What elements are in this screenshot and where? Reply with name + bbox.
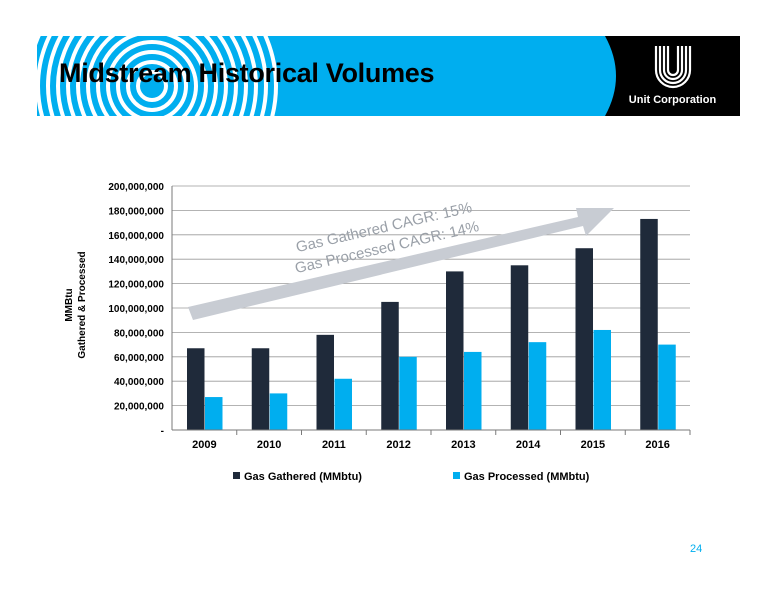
bars xyxy=(187,218,676,430)
x-tick-label: 2012 xyxy=(386,439,410,451)
bar-gas-processed-2016 xyxy=(658,344,676,430)
legend-swatch-gas-gathered xyxy=(233,472,240,479)
bar-gas-gathered-2013 xyxy=(446,271,464,430)
y-tick-label: 180,000,000 xyxy=(108,206,164,217)
axes: - 20,000,000 40,000,000 60,000,000 80,000,00… xyxy=(108,182,691,451)
y-tick-label: 40,000,000 xyxy=(114,377,164,388)
y-tick-label: - xyxy=(161,426,164,437)
banner-arcs-decoration xyxy=(37,36,278,116)
bar-gas-gathered-2012 xyxy=(381,301,399,430)
legend-label-gas-gathered: Gas Gathered (MMbtu) xyxy=(244,471,362,483)
title-banner: Midstream Historical Volumes Unit Corpor… xyxy=(37,36,740,116)
bar-gas-processed-2015 xyxy=(593,329,611,430)
x-tick-label: 2009 xyxy=(192,439,216,451)
y-axis-title-line-1: MMBtu xyxy=(64,288,75,321)
page-number: 24 xyxy=(690,543,703,555)
bar-gas-processed-2013 xyxy=(464,351,482,430)
bar-gas-gathered-2010 xyxy=(251,348,270,430)
y-tick-label: 140,000,000 xyxy=(108,255,164,266)
bar-gas-processed-2012 xyxy=(399,356,417,430)
y-tick-label: 60,000,000 xyxy=(114,353,164,364)
bar-gas-processed-2011 xyxy=(334,378,352,430)
logo-text: Unit Corporation xyxy=(628,94,717,106)
y-tick-label: 200,000,000 xyxy=(108,182,164,193)
x-tick-label: 2011 xyxy=(322,439,346,451)
legend-label-gas-processed: Gas Processed (MMbtu) xyxy=(464,471,590,483)
x-tick-label: 2015 xyxy=(581,439,605,451)
growth-arrow xyxy=(188,208,614,320)
slide-title: Midstream Historical Volumes xyxy=(59,58,435,88)
bar-gas-gathered-2014 xyxy=(510,265,529,430)
bar-gas-processed-2010 xyxy=(269,393,288,430)
y-tick-label: 20,000,000 xyxy=(114,402,164,413)
y-tick-label: 120,000,000 xyxy=(108,280,164,291)
company-logo: Unit Corporation xyxy=(605,36,740,116)
bar-gas-gathered-2011 xyxy=(316,334,334,430)
y-tick-label: 80,000,000 xyxy=(114,328,164,339)
bar-gas-gathered-2015 xyxy=(575,248,593,430)
bar-gas-gathered-2009 xyxy=(187,348,205,430)
x-tick-label: 2014 xyxy=(516,439,541,451)
y-axis-title: MMBtu Gathered & Processed xyxy=(64,251,88,358)
legend: Gas Gathered (MMbtu) Gas Processed (MMbtu… xyxy=(233,471,590,483)
x-tick-label: 2010 xyxy=(257,439,281,451)
x-tick-label: 2013 xyxy=(451,439,475,451)
bar-gas-processed-2009 xyxy=(205,397,223,430)
bar-gas-gathered-2016 xyxy=(640,218,658,430)
y-tick-label: 100,000,000 xyxy=(108,304,164,315)
cagr-annotation: Gas Gathered CAGR: 15% Gas Processed CAG… xyxy=(188,199,614,320)
unit-logo-icon xyxy=(654,46,692,89)
bar-gas-processed-2014 xyxy=(528,342,547,430)
legend-swatch-gas-processed xyxy=(453,472,460,479)
x-tick-label: 2016 xyxy=(645,439,669,451)
y-axis-title-line-2: Gathered & Processed xyxy=(77,251,88,358)
y-tick-label: 160,000,000 xyxy=(108,231,164,242)
